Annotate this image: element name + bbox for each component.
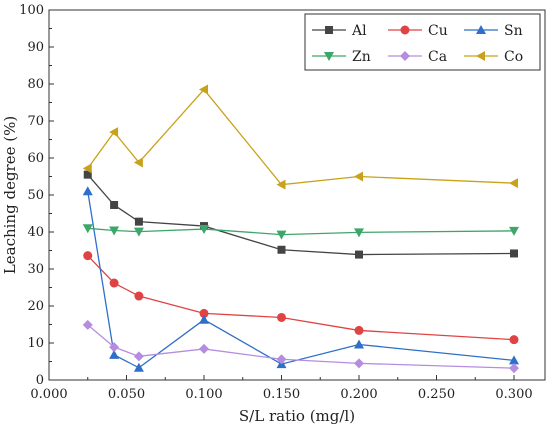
legend-marker (476, 51, 485, 61)
x-tick-label: 0.000 (30, 387, 67, 402)
legend-marker (400, 51, 410, 61)
legend-item-cu: Cu (388, 23, 448, 39)
data-point (354, 339, 364, 349)
data-point (354, 228, 364, 238)
data-point (276, 230, 287, 240)
legend-label: Co (504, 49, 523, 65)
data-point (509, 363, 519, 374)
data-point (133, 227, 144, 237)
legend-marker (324, 52, 334, 61)
y-tick-label: 0 (36, 373, 44, 388)
data-point (509, 178, 518, 189)
legend-label: Zn (352, 49, 371, 65)
legend-marker (476, 25, 486, 34)
axis-ticks: 0.000 0.050 0.100 0.150 0.200 0.250 0.300 0 10 20… (19, 3, 532, 402)
data-point (509, 226, 519, 236)
series-ca (82, 319, 519, 374)
data-point (109, 278, 119, 288)
data-point (509, 335, 519, 345)
x-axis-title: S/L ratio (mg/l) (239, 407, 355, 425)
legend-label: Al (351, 23, 367, 39)
legend-item-zn: Zn (312, 49, 371, 65)
data-point (199, 84, 208, 95)
series-line (87, 255, 515, 341)
data-point (354, 171, 363, 182)
data-point (354, 358, 364, 369)
legend-item-co: Co (464, 49, 523, 65)
data-point (276, 179, 286, 190)
y-tick-label: 40 (27, 225, 44, 240)
legend-item-sn: Sn (464, 23, 523, 39)
series-al (83, 170, 518, 259)
legend-item-ca: Ca (388, 49, 447, 65)
data-point (109, 127, 119, 138)
legend-marker (325, 26, 333, 34)
y-tick-label: 20 (27, 299, 44, 314)
data-point (82, 319, 93, 330)
data-point (199, 225, 209, 235)
data-point (133, 157, 143, 168)
series-zn (82, 224, 519, 240)
series-line (87, 174, 515, 256)
data-point (83, 251, 93, 261)
legend-label: Cu (428, 23, 448, 39)
data-point (509, 355, 519, 365)
legend-label: Ca (428, 49, 447, 65)
y-tick-label: 90 (27, 40, 44, 55)
y-axis-title: Leaching degree (%) (1, 116, 19, 274)
data-point (277, 245, 286, 254)
data-point (110, 200, 119, 209)
legend: Al Cu Sn Zn Ca Co (304, 13, 541, 71)
y-tick-label: 60 (27, 151, 44, 166)
series-line (87, 227, 515, 236)
data-point (83, 170, 92, 179)
x-tick-label: 0.100 (185, 387, 222, 402)
data-point (109, 226, 120, 236)
series-layer (82, 84, 519, 374)
legend-label: Sn (504, 23, 523, 39)
data-point (82, 224, 93, 234)
data-point (109, 342, 120, 353)
y-tick-label: 30 (27, 262, 44, 277)
legend-box (304, 13, 541, 71)
data-point (277, 312, 286, 322)
series-line (87, 191, 515, 369)
x-tick-label: 0.200 (340, 387, 377, 402)
data-point (276, 354, 287, 365)
x-tick-label: 0.250 (418, 387, 455, 402)
y-tick-label: 70 (27, 114, 44, 129)
legend-item-al: Al (312, 23, 367, 39)
data-point (199, 314, 209, 324)
y-tick-label: 50 (27, 188, 44, 203)
data-point (133, 362, 144, 372)
x-tick-label: 0.300 (495, 387, 532, 402)
series-co (82, 84, 518, 190)
data-point (109, 349, 120, 359)
data-point (199, 343, 209, 354)
x-tick-label: 0.150 (263, 387, 300, 402)
data-point (134, 217, 143, 226)
y-tick-label: 10 (27, 336, 44, 351)
series-line (87, 88, 515, 186)
data-point (510, 249, 518, 258)
data-point (134, 291, 144, 301)
data-point (82, 186, 93, 196)
x-tick-label: 0.050 (108, 387, 145, 402)
data-point (82, 163, 92, 174)
y-tick-label: 80 (27, 77, 44, 92)
data-point (354, 325, 364, 335)
data-point (199, 308, 209, 318)
series-sn (82, 186, 519, 372)
series-line (87, 324, 515, 369)
series-cu (83, 251, 519, 345)
data-point (133, 351, 144, 362)
legend-marker (400, 25, 410, 35)
y-tick-label: 100 (19, 3, 44, 18)
data-point (355, 250, 363, 259)
